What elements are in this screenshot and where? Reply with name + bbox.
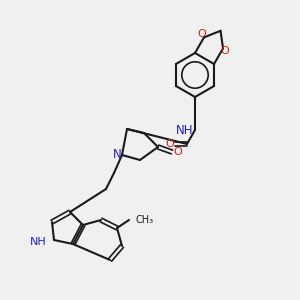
Text: O: O	[174, 147, 182, 157]
Text: O: O	[166, 139, 174, 149]
Text: NH: NH	[30, 237, 47, 247]
Text: CH₃: CH₃	[135, 215, 153, 225]
Text: O: O	[221, 46, 230, 56]
Text: O: O	[198, 29, 206, 39]
Text: N: N	[112, 148, 122, 161]
Text: NH: NH	[176, 124, 193, 136]
